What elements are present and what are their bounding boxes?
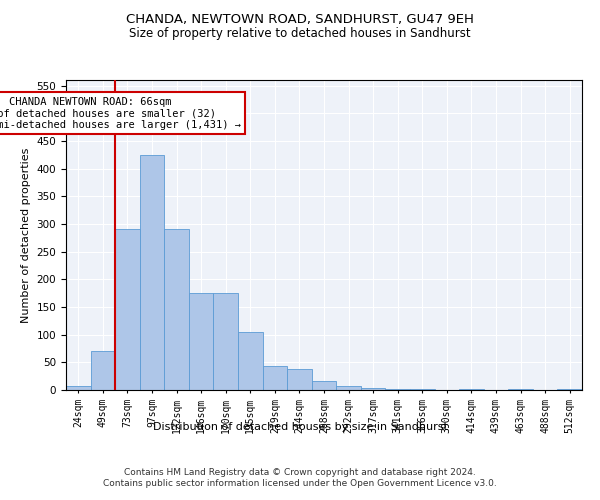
Bar <box>361 388 385 390</box>
Text: Size of property relative to detached houses in Sandhurst: Size of property relative to detached ho… <box>129 28 471 40</box>
Bar <box>66 386 91 390</box>
Bar <box>287 369 312 390</box>
Bar <box>263 366 287 390</box>
Bar <box>459 389 484 390</box>
Text: Contains HM Land Registry data © Crown copyright and database right 2024.
Contai: Contains HM Land Registry data © Crown c… <box>103 468 497 487</box>
Text: CHANDA NEWTOWN ROAD: 66sqm
← 2% of detached houses are smaller (32)
98% of semi-: CHANDA NEWTOWN ROAD: 66sqm ← 2% of detac… <box>0 96 241 130</box>
Bar <box>140 154 164 390</box>
Bar <box>557 389 582 390</box>
Bar <box>189 293 214 390</box>
Bar <box>91 351 115 390</box>
Bar <box>238 332 263 390</box>
Bar <box>214 293 238 390</box>
Bar <box>385 389 410 390</box>
Text: Distribution of detached houses by size in Sandhurst: Distribution of detached houses by size … <box>152 422 448 432</box>
Text: CHANDA, NEWTOWN ROAD, SANDHURST, GU47 9EH: CHANDA, NEWTOWN ROAD, SANDHURST, GU47 9E… <box>126 12 474 26</box>
Bar <box>312 381 336 390</box>
Bar <box>164 230 189 390</box>
Bar <box>336 386 361 390</box>
Bar <box>115 230 140 390</box>
Y-axis label: Number of detached properties: Number of detached properties <box>21 148 31 322</box>
